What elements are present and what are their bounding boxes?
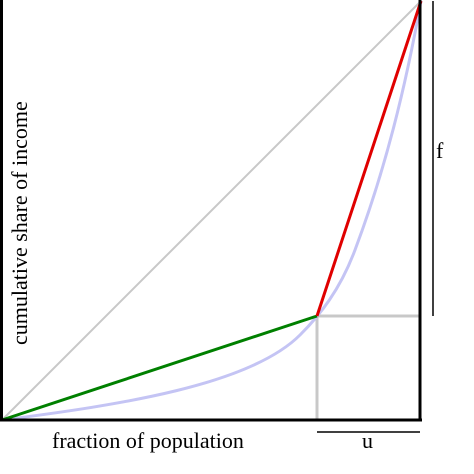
f-label: f	[436, 138, 444, 163]
upper-income-segment	[315, 0, 423, 317]
x-axis-label: fraction of population	[52, 428, 244, 453]
y-axis-label: cumulative share of income	[7, 101, 32, 345]
u-label: u	[362, 428, 373, 453]
line-of-equality	[1, 0, 422, 421]
lower-income-segment	[1, 314, 318, 422]
lorenz-curve	[1, 0, 423, 422]
